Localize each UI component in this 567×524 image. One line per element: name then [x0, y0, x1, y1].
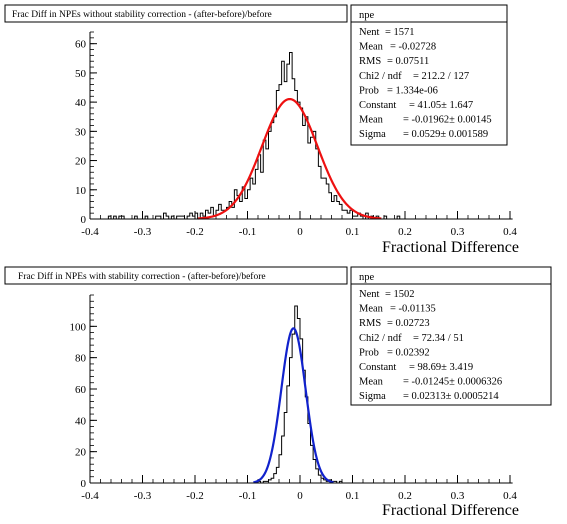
stats-value: = -0.01245± 0.0006326: [403, 377, 502, 388]
stats-value: = -0.01135: [390, 304, 436, 315]
stats-key: Prob: [359, 347, 379, 358]
x-tick-label: 0.1: [346, 226, 360, 238]
title-box-1: [4, 4, 348, 23]
gaussian-fit-2: [253, 327, 334, 484]
x-tick-label: 0: [297, 490, 303, 502]
y-tick-label: 60: [75, 384, 87, 396]
stats-value: = 0.0529± 0.001589: [403, 129, 488, 140]
gaussian-fit-1: [197, 97, 382, 220]
y-tick-label: 50: [75, 68, 87, 80]
stats-value: = 1571: [385, 27, 415, 38]
panel-1: Frac Diff in NPEs without stability corr…: [4, 4, 519, 256]
stats-value: = 0.07511: [387, 56, 429, 67]
stats-key: Mean: [359, 377, 384, 388]
stats-key: RMS: [359, 56, 381, 67]
y-tick-label: 40: [75, 97, 87, 109]
y-tick-label: 0: [81, 214, 87, 226]
stats-box-frame: [350, 4, 508, 146]
x-tick-label: -0.2: [186, 490, 203, 502]
x-tick-label: 0.2: [398, 490, 412, 502]
x-tick-label: -0.4: [81, 490, 99, 502]
y-tick-label: 100: [70, 321, 87, 333]
chart-title-1: Frac Diff in NPEs without stability corr…: [12, 9, 272, 20]
stats-key: Prob: [359, 85, 379, 96]
stats-value: = 212.2 / 127: [413, 71, 469, 82]
x-tick-label: -0.1: [239, 490, 256, 502]
panel-2: Frac Diff in NPEs with stability correct…: [4, 266, 552, 519]
y-tick-label: 30: [75, 126, 87, 138]
stats-key: Sigma: [359, 129, 386, 140]
y-tick-label: 10: [75, 185, 87, 197]
y-tick-label: 60: [75, 39, 87, 51]
y-axis-2: 0 20 40 60 80 100: [70, 294, 97, 490]
x-tick-label: -0.3: [134, 226, 152, 238]
stats-box-frame: [350, 266, 552, 406]
stats-key: Mean: [359, 42, 384, 53]
stats-value: = 0.02392: [387, 347, 430, 358]
x-tick-label: 0.4: [503, 490, 517, 502]
x-tick-label: -0.2: [186, 226, 203, 238]
stats-value: = 1.334e-06: [387, 85, 438, 96]
y-tick-label: 80: [75, 353, 87, 365]
stats-key: Mean: [359, 115, 384, 126]
stats-value: = -0.02728: [390, 42, 436, 53]
x-axis-title-1: Fractional Difference: [382, 239, 519, 256]
stats-key: Constant: [359, 100, 396, 111]
stats-name: npe: [359, 10, 375, 21]
stats-value: = 1502: [385, 289, 415, 300]
stats-key: Chi2 / ndf: [359, 333, 402, 344]
stats-key: Chi2 / ndf: [359, 71, 402, 82]
x-tick-label: 0: [297, 226, 303, 238]
stats-key: RMS: [359, 318, 381, 329]
x-axis-title-2: Fractional Difference: [382, 502, 519, 519]
y-axis-1: 0 10 20 30 40 50 60: [75, 31, 97, 226]
stats-value: = 0.02723: [387, 318, 430, 329]
stats-key: Constant: [359, 362, 396, 373]
y-tick-label: 0: [81, 478, 87, 490]
x-tick-label: 0.4: [503, 226, 517, 238]
x-tick-label: 0.1: [346, 490, 360, 502]
stats-value: = 72.34 / 51: [413, 333, 464, 344]
x-tick-label: -0.4: [81, 226, 99, 238]
stats-value: = -0.01962± 0.00145: [403, 115, 492, 126]
x-axis-1: -0.4 -0.3 -0.2 -0.1 0 0.1 0.2 0.3 0.4: [81, 211, 517, 238]
x-tick-label: -0.3: [134, 490, 152, 502]
x-tick-label: 0.3: [451, 226, 465, 238]
stats-value: = 98.69± 3.419: [409, 362, 473, 373]
x-tick-label: 0.3: [451, 490, 465, 502]
stats-name: npe: [359, 272, 375, 283]
title-box-2: [4, 266, 348, 285]
stats-value: = 0.02313± 0.0005214: [403, 391, 499, 402]
stats-key: Mean: [359, 304, 384, 315]
x-tick-label: -0.1: [239, 226, 256, 238]
y-tick-label: 40: [75, 415, 87, 427]
stats-key: Sigma: [359, 391, 386, 402]
y-tick-label: 20: [75, 447, 87, 459]
chart-title-2: Frac Diff in NPEs with stability correct…: [18, 271, 266, 282]
y-tick-label: 20: [75, 156, 87, 168]
stats-key: Nent: [359, 289, 379, 300]
x-tick-label: 0.2: [398, 226, 412, 238]
stats-key: Nent: [359, 27, 379, 38]
stats-value: = 41.05± 1.647: [409, 100, 473, 111]
x-axis-2: -0.4 -0.3 -0.2 -0.1 0 0.1 0.2 0.3 0.4: [81, 475, 517, 502]
